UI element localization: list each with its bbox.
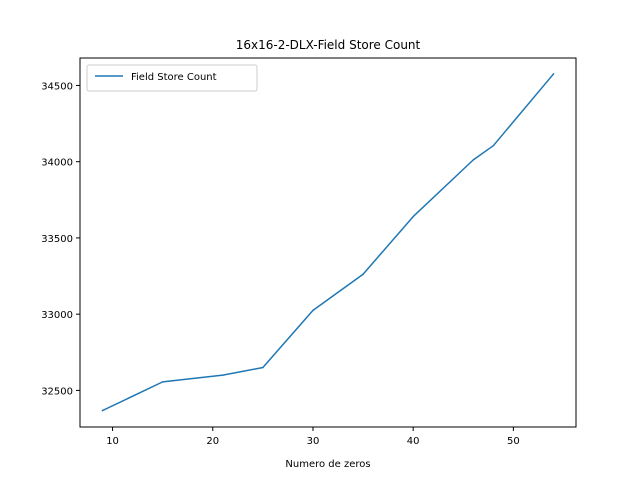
x-tick-label: 10	[106, 436, 119, 447]
y-tick-label: 32500	[41, 386, 73, 397]
x-tick-label: 40	[407, 436, 420, 447]
chart-title: 16x16-2-DLX-Field Store Count	[236, 38, 421, 52]
x-tick-label: 50	[507, 436, 520, 447]
legend: Field Store Count	[86, 64, 258, 92]
data-point	[222, 374, 224, 376]
data-point	[161, 381, 164, 383]
plot-area	[101, 72, 555, 412]
plot-frame	[79, 57, 577, 428]
data-point	[412, 215, 414, 218]
y-tick-label: 33500	[41, 234, 73, 245]
data-point	[101, 409, 104, 412]
y-tick-label: 34500	[41, 81, 73, 92]
x-axis-label: Numero de zeros	[285, 459, 370, 470]
series-line	[101, 72, 555, 412]
x-tick-label: 30	[307, 436, 320, 447]
data-point	[552, 73, 555, 75]
data-point	[312, 309, 314, 312]
y-tick-label: 33000	[41, 310, 73, 321]
data-point	[492, 144, 495, 147]
x-tick-label: 20	[206, 436, 219, 447]
legend-label: Field Store Count	[131, 72, 217, 83]
data-point	[362, 273, 364, 275]
legend-box	[86, 64, 258, 92]
data-point	[262, 366, 264, 369]
x-axis: 10 20 30 40 50	[106, 427, 520, 447]
data-point	[472, 159, 475, 161]
y-axis: 32500 33000 33500 34000 34500	[41, 81, 80, 397]
y-tick-label: 34000	[41, 158, 73, 169]
